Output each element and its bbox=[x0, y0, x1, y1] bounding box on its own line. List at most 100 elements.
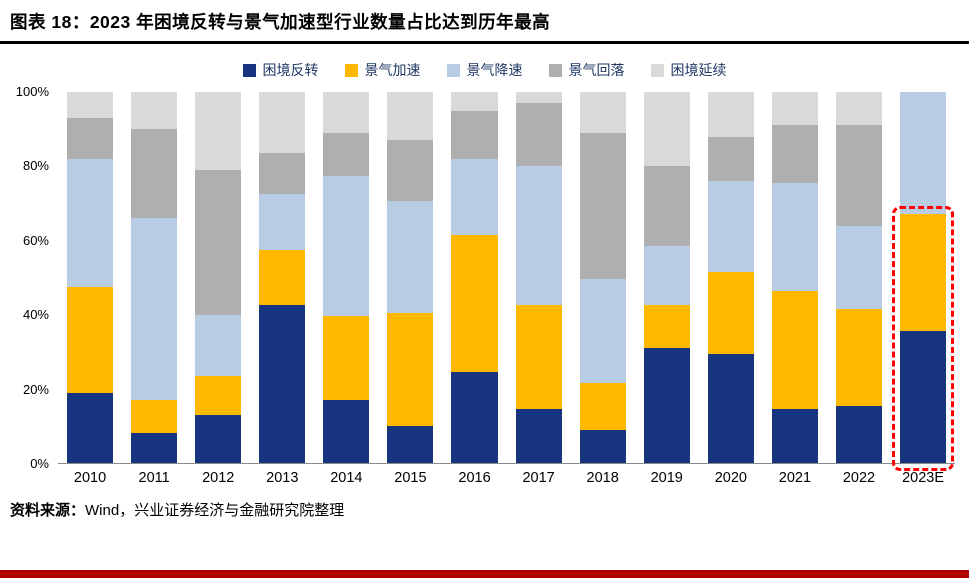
bar-segment bbox=[579, 383, 626, 430]
y-axis-tick-label: 20% bbox=[22, 381, 49, 397]
legend-item-2: 景气加速 bbox=[344, 60, 421, 80]
bar-segment bbox=[835, 92, 883, 126]
bar-segment bbox=[771, 409, 818, 463]
bar-segment bbox=[899, 331, 947, 463]
y-axis-tick-label: 40% bbox=[22, 307, 49, 323]
bar-segment bbox=[579, 279, 626, 384]
bar-segment bbox=[323, 92, 370, 133]
stacked-bar-2021 bbox=[771, 92, 818, 463]
bar-column-2020 bbox=[699, 92, 763, 463]
bar-segment bbox=[323, 399, 370, 463]
bar-segment bbox=[515, 92, 562, 104]
bar-segment bbox=[643, 92, 690, 167]
bar-segment bbox=[259, 249, 306, 306]
y-axis-tick-label: 60% bbox=[22, 232, 49, 248]
legend-swatch-icon bbox=[446, 63, 460, 77]
bar-segment bbox=[707, 353, 754, 463]
bar-segment bbox=[66, 92, 114, 118]
stacked-bar-2016 bbox=[451, 92, 498, 463]
source-label: 资料来源： bbox=[10, 502, 86, 519]
bar-column-2021 bbox=[763, 92, 827, 463]
bar-segment bbox=[323, 175, 370, 317]
bar-segment bbox=[66, 286, 114, 393]
bar-segment bbox=[515, 166, 562, 306]
stacked-bar-2010 bbox=[66, 92, 114, 463]
bar-segment bbox=[515, 103, 562, 167]
bar-segment bbox=[66, 118, 114, 159]
bar-segment bbox=[707, 181, 754, 272]
x-axis-label-2011: 2011 bbox=[138, 470, 170, 486]
bar-segment bbox=[451, 158, 498, 235]
bar-segment bbox=[643, 166, 690, 246]
x-axis-label-2014: 2014 bbox=[330, 470, 363, 486]
bar-segment bbox=[66, 392, 114, 463]
bar-column-2017 bbox=[507, 92, 571, 463]
bar-segment bbox=[387, 201, 434, 313]
bar-column-2012 bbox=[186, 92, 250, 463]
legend-label: 景气回落 bbox=[568, 62, 625, 78]
legend-item-1: 困境反转 bbox=[242, 60, 319, 80]
bar-segment bbox=[451, 92, 498, 111]
bar-segment bbox=[771, 125, 818, 183]
bar-column-2011 bbox=[122, 92, 186, 463]
y-axis-tick-label: 0% bbox=[30, 456, 49, 471]
bar-column-2015 bbox=[378, 92, 442, 463]
bar-segment bbox=[835, 125, 883, 226]
bar-segment bbox=[515, 409, 562, 463]
bar-column-2019 bbox=[635, 92, 699, 463]
x-axis-label-2021: 2021 bbox=[778, 470, 812, 486]
bar-segment bbox=[707, 271, 754, 354]
legend-swatch-icon bbox=[548, 63, 562, 77]
bar-segment bbox=[451, 372, 498, 463]
bar-segment bbox=[771, 290, 818, 410]
stacked-bar-2011 bbox=[131, 92, 178, 463]
x-axis-label-2018: 2018 bbox=[586, 470, 619, 486]
x-axis-label-2017: 2017 bbox=[522, 470, 555, 486]
stacked-bar-2023E bbox=[899, 92, 947, 463]
bar-segment bbox=[131, 92, 178, 130]
source-text: Wind，兴业证券经济与金融研究院整理 bbox=[85, 502, 345, 519]
bar-segment bbox=[259, 194, 306, 250]
bar-segment bbox=[579, 92, 626, 133]
bar-segment bbox=[899, 92, 947, 215]
legend-item-3: 景气降速 bbox=[446, 60, 523, 80]
x-axis-label-2019: 2019 bbox=[650, 470, 683, 486]
bar-column-2023E bbox=[891, 92, 955, 471]
bar-segment bbox=[835, 405, 883, 463]
x-axis-label-2023E: 2023E bbox=[902, 470, 945, 486]
bar-segment bbox=[707, 92, 754, 137]
x-axis-label-2010: 2010 bbox=[73, 470, 107, 486]
title-divider-rule bbox=[0, 41, 969, 44]
bar-segment bbox=[131, 129, 178, 219]
bar-segment bbox=[771, 92, 818, 126]
bar-segment bbox=[643, 305, 690, 348]
x-axis-label-2022: 2022 bbox=[842, 470, 876, 486]
bar-segment bbox=[771, 182, 818, 291]
legend-label: 困境延续 bbox=[670, 62, 727, 78]
bar-segment bbox=[259, 305, 306, 463]
stacked-bar-plot bbox=[58, 92, 955, 471]
stacked-bar-2019 bbox=[643, 92, 690, 463]
bar-column-2016 bbox=[442, 92, 506, 463]
bar-segment bbox=[451, 110, 498, 159]
bar-segment bbox=[835, 225, 883, 310]
stacked-bar-2020 bbox=[707, 92, 754, 463]
chart-plot-area: 0% 20% 40% 60% 80% 100% bbox=[0, 85, 969, 471]
bar-segment bbox=[451, 234, 498, 373]
bar-segment bbox=[899, 214, 947, 332]
bar-column-2010 bbox=[58, 92, 122, 463]
highlight-dashed-box bbox=[892, 206, 954, 471]
y-axis: 0% 20% 40% 60% 80% 100% bbox=[8, 85, 58, 471]
legend-swatch-icon bbox=[650, 63, 664, 77]
bar-segment bbox=[323, 132, 370, 176]
bar-column-2022 bbox=[827, 92, 891, 463]
legend-label: 困境反转 bbox=[262, 62, 319, 78]
bar-column-2014 bbox=[314, 92, 378, 463]
bar-segment bbox=[579, 429, 626, 463]
x-axis-label-2020: 2020 bbox=[714, 470, 747, 486]
bar-segment bbox=[195, 169, 242, 315]
x-axis: 2010 2011 2012 2013 2014 2015 2016 2017 2018 2019… bbox=[58, 470, 955, 486]
stacked-bar-2018 bbox=[579, 92, 626, 463]
legend-swatch-icon bbox=[242, 63, 256, 77]
